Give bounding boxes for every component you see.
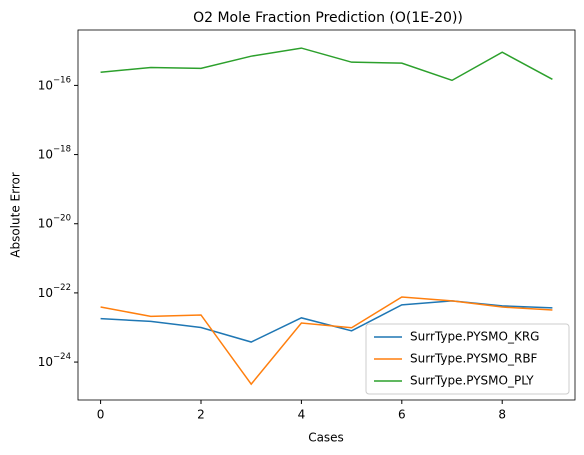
chart-title: O2 Mole Fraction Prediction (O(1E-20)) xyxy=(193,10,463,26)
tick-base: 10 xyxy=(38,355,53,369)
tick-base: 10 xyxy=(38,147,53,161)
y-tick-label: 10−24 xyxy=(38,352,71,369)
axes-frame xyxy=(77,29,576,401)
x-axis-label: Cases xyxy=(308,431,344,445)
legend-label: SurrType.PYSMO_RBF xyxy=(410,352,538,366)
tick-base: 10 xyxy=(38,78,53,92)
legend-label: SurrType.PYSMO_KRG xyxy=(410,330,539,344)
tick-base: 10 xyxy=(38,216,53,230)
series-line xyxy=(100,296,553,386)
x-tick-label: 2 xyxy=(197,408,205,422)
x-tick-label: 6 xyxy=(398,408,406,422)
tick-exponent: −18 xyxy=(53,144,71,154)
series-line xyxy=(100,47,553,82)
tick-exponent: −16 xyxy=(53,75,71,85)
y-tick-label: 10−22 xyxy=(38,282,71,299)
x-tick-label: 4 xyxy=(298,408,306,422)
tick-exponent: −20 xyxy=(53,213,71,223)
y-tick-label: 10−16 xyxy=(38,75,71,92)
y-tick-label: 10−20 xyxy=(38,213,71,230)
x-tick-label: 0 xyxy=(97,408,105,422)
legend-label: SurrType.PYSMO_PLY xyxy=(410,374,534,388)
tick-base: 10 xyxy=(38,285,53,299)
tick-exponent: −22 xyxy=(53,282,71,292)
y-tick-label: 10−18 xyxy=(38,144,71,161)
y-axis-label: Absolute Error xyxy=(9,172,23,258)
legend-box xyxy=(365,323,570,395)
x-tick-label: 8 xyxy=(498,408,506,422)
tick-exponent: −24 xyxy=(53,352,71,362)
